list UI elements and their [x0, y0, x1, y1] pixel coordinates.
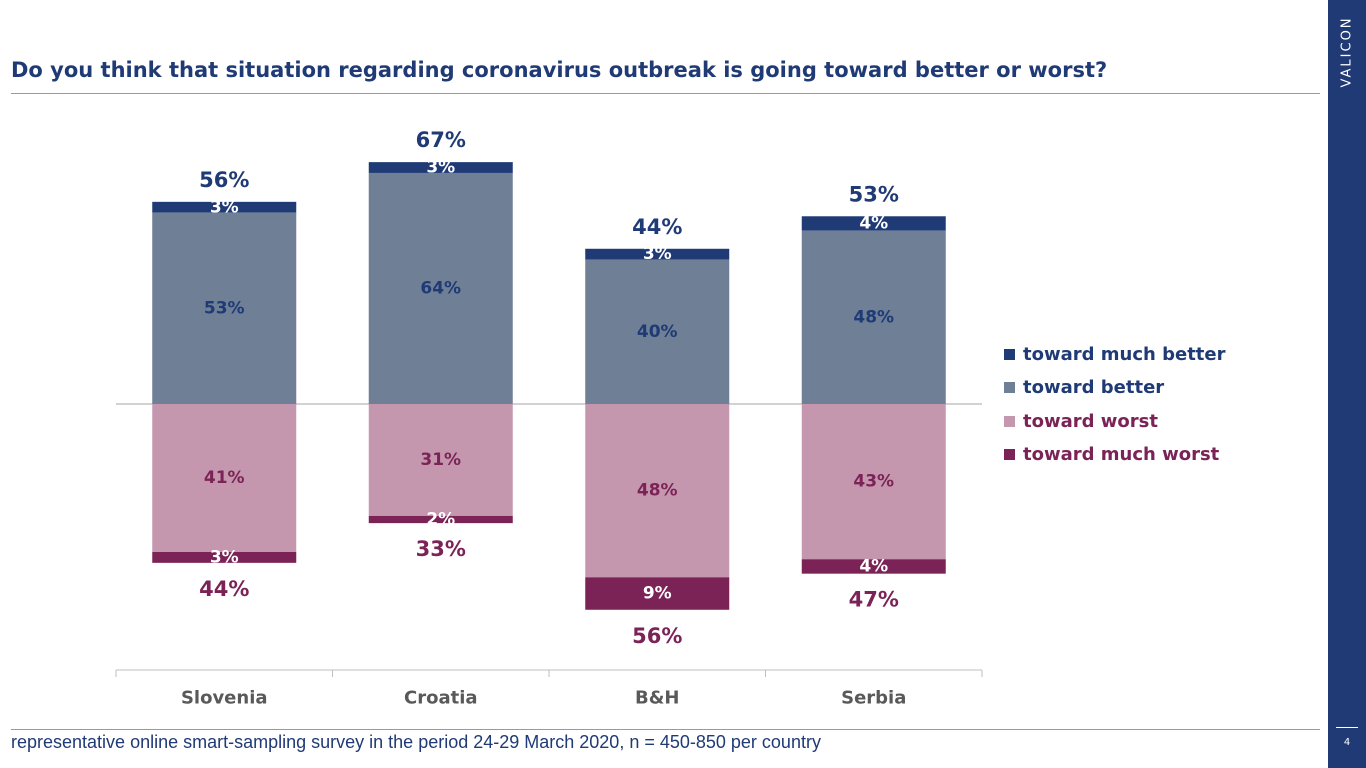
data-label-worst: 31%: [420, 450, 461, 470]
total-negative-label: 56%: [632, 624, 682, 648]
legend-label-worst: toward worst: [1023, 410, 1158, 432]
label-group: 3% 53% 41% 3% 56% 44% Slovenia 3% 64% 31% 2% 67% 33%…: [181, 128, 906, 708]
bar-much-better: [585, 248, 730, 260]
data-label-worst: 48%: [637, 481, 678, 501]
legend-swatch-much-worst: [1004, 449, 1015, 461]
total-negative-label: 47%: [849, 588, 899, 612]
data-label-much-better: 4%: [859, 214, 888, 234]
legend-item-worst: toward worst: [1004, 405, 1225, 438]
bar-much-better: [801, 216, 946, 231]
bar-much-worst: [368, 515, 513, 524]
total-positive-label: 44%: [632, 215, 682, 239]
bar-better: [585, 259, 730, 404]
diverging-bar-chart: 3% 53% 41% 3% 56% 44% Slovenia 3% 64% 31% 2% 67% 33%…: [115, 128, 983, 709]
legend-item-better: toward better: [1004, 371, 1225, 404]
category-label: Serbia: [841, 688, 906, 709]
data-label-worst: 41%: [204, 468, 245, 488]
bar-better: [801, 230, 946, 404]
data-label-much-worst: 9%: [643, 584, 672, 604]
legend-item-much-worst: toward much worst: [1004, 438, 1225, 471]
brand-sidebar: [1328, 0, 1366, 768]
legend-label-better: toward better: [1023, 377, 1165, 399]
total-negative-label: 33%: [416, 537, 466, 561]
data-label-much-better: 3%: [426, 158, 455, 178]
data-label-worst: 43%: [853, 472, 894, 492]
legend-label-much-worst: toward much worst: [1023, 444, 1220, 466]
data-label-much-worst: 4%: [859, 556, 888, 576]
data-label-better: 53%: [204, 298, 245, 318]
legend-swatch-better: [1004, 382, 1015, 394]
bar-worst: [585, 404, 730, 578]
data-label-much-worst: 3%: [210, 547, 239, 567]
bar-group: [152, 162, 946, 610]
bar-much-better: [152, 201, 297, 213]
bar-better: [368, 172, 513, 404]
bar-worst: [152, 404, 297, 553]
bar-better: [152, 212, 297, 404]
data-label-better: 64%: [420, 278, 461, 298]
data-label-better: 40%: [637, 322, 678, 342]
legend-swatch-much-better: [1004, 349, 1015, 361]
total-negative-label: 44%: [199, 577, 249, 601]
footer-note: representative online smart-sampling sur…: [11, 732, 821, 752]
category-label: B&H: [635, 688, 679, 709]
page-number: 4: [1343, 737, 1351, 748]
bar-much-worst: [152, 552, 297, 563]
chart-title: Do you think that situation regarding co…: [11, 58, 1108, 82]
total-positive-label: 67%: [416, 128, 466, 152]
total-positive-label: 53%: [849, 182, 899, 206]
bar-much-better: [368, 162, 513, 173]
bar-much-worst: [801, 559, 946, 574]
title-divider: [11, 93, 1320, 94]
data-label-much-worst: 2%: [426, 510, 455, 530]
category-label: Croatia: [404, 688, 478, 709]
data-label-much-better: 3%: [643, 244, 672, 264]
bar-worst: [801, 404, 946, 560]
legend-item-much-better: toward much better: [1004, 338, 1225, 371]
bar-worst: [368, 404, 513, 516]
legend-swatch-worst: [1004, 415, 1015, 427]
data-label-much-better: 3%: [210, 197, 239, 217]
axis-ticks: [115, 670, 983, 677]
brand-logo: VALICON: [1339, 16, 1355, 88]
page-number-divider: [1336, 727, 1358, 728]
footer-divider: [11, 729, 1320, 730]
total-positive-label: 56%: [199, 168, 249, 192]
category-label: Slovenia: [181, 688, 268, 709]
bar-much-worst: [585, 577, 730, 610]
chart-legend: toward much better toward better toward …: [1004, 338, 1225, 471]
data-label-better: 48%: [853, 307, 894, 327]
legend-label-much-better: toward much better: [1023, 344, 1226, 366]
